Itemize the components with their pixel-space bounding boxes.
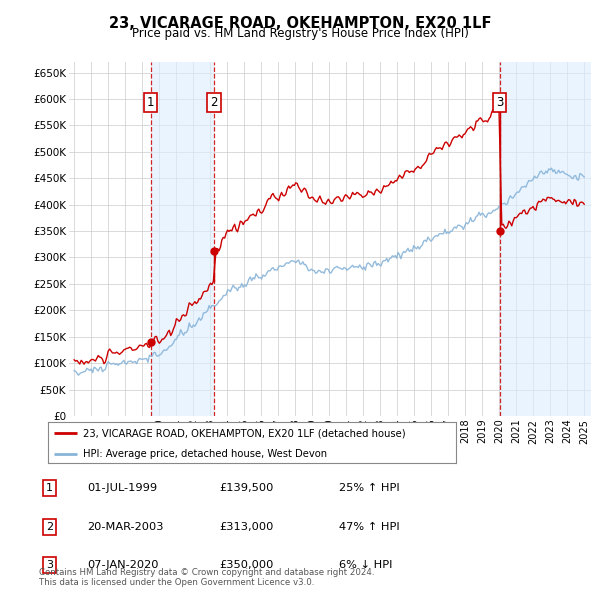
- Text: 2: 2: [46, 522, 53, 532]
- Text: 3: 3: [496, 96, 503, 109]
- Text: HPI: Average price, detached house, West Devon: HPI: Average price, detached house, West…: [83, 449, 327, 459]
- Text: 3: 3: [46, 560, 53, 570]
- Text: 07-JAN-2020: 07-JAN-2020: [87, 560, 158, 570]
- Bar: [500, 62, 591, 416]
- Text: 23, VICARAGE ROAD, OKEHAMPTON, EX20 1LF: 23, VICARAGE ROAD, OKEHAMPTON, EX20 1LF: [109, 16, 491, 31]
- Text: 2: 2: [210, 96, 218, 109]
- Text: Contains HM Land Registry data © Crown copyright and database right 2024.
This d: Contains HM Land Registry data © Crown c…: [39, 568, 374, 587]
- Text: 1: 1: [46, 483, 53, 493]
- Text: 01-JUL-1999: 01-JUL-1999: [87, 483, 157, 493]
- Text: Price paid vs. HM Land Registry's House Price Index (HPI): Price paid vs. HM Land Registry's House …: [131, 27, 469, 40]
- Text: 1: 1: [147, 96, 154, 109]
- Text: £139,500: £139,500: [219, 483, 274, 493]
- Text: 6% ↓ HPI: 6% ↓ HPI: [339, 560, 392, 570]
- Text: 20-MAR-2003: 20-MAR-2003: [87, 522, 163, 532]
- Text: 25% ↑ HPI: 25% ↑ HPI: [339, 483, 400, 493]
- Bar: [151, 62, 214, 416]
- Text: 23, VICARAGE ROAD, OKEHAMPTON, EX20 1LF (detached house): 23, VICARAGE ROAD, OKEHAMPTON, EX20 1LF …: [83, 428, 406, 438]
- Text: £313,000: £313,000: [219, 522, 274, 532]
- Text: £350,000: £350,000: [219, 560, 274, 570]
- Text: 47% ↑ HPI: 47% ↑ HPI: [339, 522, 400, 532]
